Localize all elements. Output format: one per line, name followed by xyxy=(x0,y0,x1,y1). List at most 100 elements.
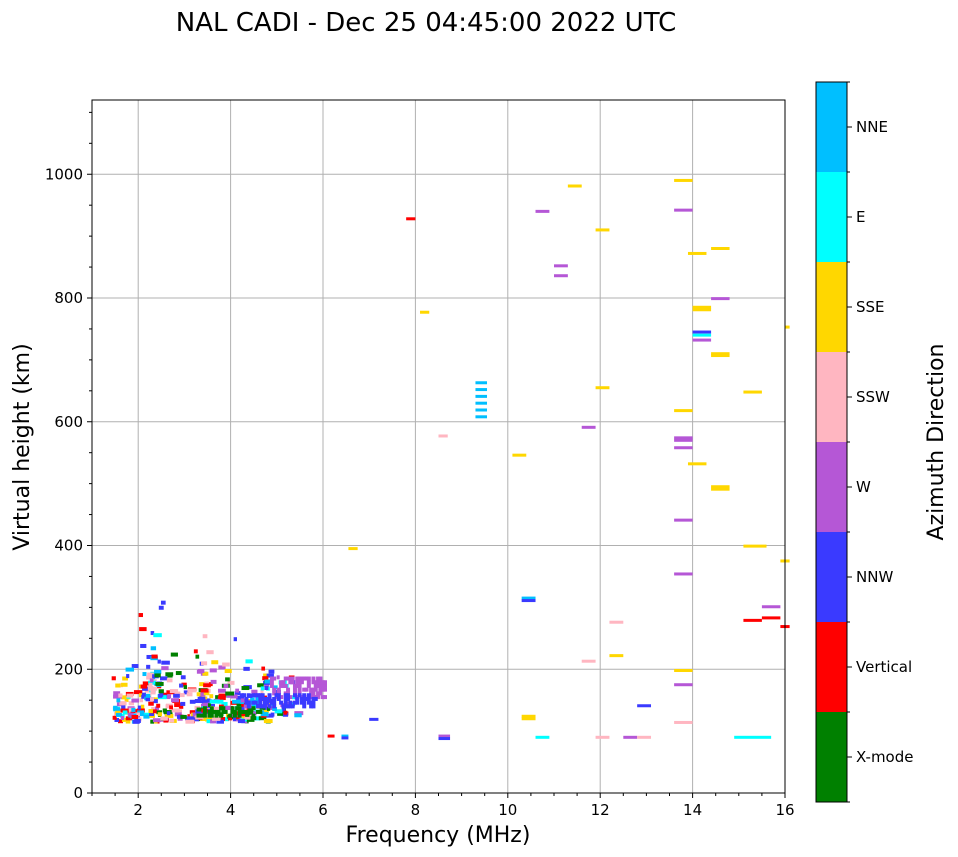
echo-point xyxy=(161,666,169,671)
y-tick-label: 600 xyxy=(54,413,83,431)
echo-point xyxy=(258,700,263,705)
echo-point xyxy=(226,693,232,698)
echo-point xyxy=(113,694,122,699)
echo-point xyxy=(260,704,265,709)
echo-point xyxy=(637,735,652,739)
echo-point xyxy=(420,310,430,314)
x-tick-label: 6 xyxy=(318,801,328,819)
echo-point xyxy=(674,518,693,522)
echo-point xyxy=(202,713,207,718)
echo-point xyxy=(295,680,300,685)
echo-point xyxy=(266,706,271,711)
echo-point xyxy=(145,697,155,702)
echo-point xyxy=(283,700,288,705)
echo-point xyxy=(265,696,270,701)
grid-lines xyxy=(92,100,785,793)
echo-point xyxy=(269,676,274,681)
echo-point xyxy=(236,695,245,700)
echo-point xyxy=(223,709,228,714)
echo-point xyxy=(692,330,712,334)
colorbar-segment xyxy=(816,172,847,262)
echo-point xyxy=(224,669,232,674)
echo-point xyxy=(535,209,550,213)
echo-point xyxy=(438,734,451,738)
echo-point xyxy=(274,709,283,714)
echo-point xyxy=(311,691,316,696)
echo-point xyxy=(304,676,309,681)
echo-point xyxy=(138,613,143,618)
echo-point xyxy=(183,685,188,690)
colorbar-tick-label: SSW xyxy=(856,388,890,406)
echo-point xyxy=(260,689,264,694)
echo-point xyxy=(234,691,241,696)
echo-point xyxy=(297,687,302,692)
echo-point xyxy=(286,687,291,692)
echo-point xyxy=(318,676,323,681)
echo-point xyxy=(201,691,210,696)
echo-point xyxy=(232,717,242,722)
echo-point xyxy=(202,709,207,714)
echo-point xyxy=(144,688,152,693)
colorbar: X-mode Vertical NNW W SSW SSE E NNE xyxy=(815,81,913,803)
echo-point xyxy=(239,709,244,714)
echo-point xyxy=(187,688,197,693)
echo-point xyxy=(554,264,568,268)
echo-point xyxy=(288,676,293,681)
echo-point xyxy=(209,682,213,687)
echo-point xyxy=(674,572,693,576)
echo-point xyxy=(149,712,155,717)
colorbar-segment xyxy=(816,262,847,352)
echo-point xyxy=(281,708,286,713)
echo-point xyxy=(175,671,182,676)
echo-point xyxy=(131,715,139,720)
echo-point xyxy=(133,690,143,695)
colorbar-label: Azimuth Direction xyxy=(924,343,949,540)
echo-point xyxy=(261,710,265,715)
colorbar-tick-label: NNE xyxy=(856,118,888,136)
echo-point xyxy=(674,436,693,440)
echo-point xyxy=(127,712,134,717)
echo-point xyxy=(297,683,302,688)
echo-point xyxy=(318,680,323,685)
echo-point xyxy=(142,672,147,677)
echo-point xyxy=(290,704,295,709)
echo-point xyxy=(223,684,229,689)
echo-point xyxy=(283,710,288,715)
echo-point xyxy=(327,734,335,738)
x-tick-label: 10 xyxy=(498,801,517,819)
echo-point xyxy=(267,704,272,709)
echo-point xyxy=(260,686,265,691)
echo-point xyxy=(279,680,284,685)
echo-point xyxy=(348,547,358,551)
echo-point xyxy=(227,680,235,685)
echo-point xyxy=(209,709,214,714)
x-tick-label: 14 xyxy=(683,801,702,819)
echo-point xyxy=(581,659,596,663)
echo-point xyxy=(637,704,652,708)
echo-point xyxy=(140,704,145,709)
echo-point xyxy=(209,713,214,718)
echo-point xyxy=(196,669,203,674)
echo-point xyxy=(320,683,325,688)
echo-point xyxy=(302,687,307,692)
echo-point xyxy=(535,735,550,739)
axis-ticks: 2 4 6 8 10 12 14 16 0 200 400 600 800 1000 xyxy=(45,111,795,819)
echo-point xyxy=(320,695,325,700)
echo-point xyxy=(318,687,323,692)
echo-point xyxy=(170,652,178,657)
echo-point xyxy=(217,696,226,701)
echo-point xyxy=(623,735,638,739)
echo-point xyxy=(438,434,448,438)
colorbar-tick-label: Vertical xyxy=(856,658,912,676)
echo-point xyxy=(212,716,221,721)
echo-point xyxy=(115,712,122,717)
echo-point xyxy=(521,599,536,603)
echo-point xyxy=(272,676,277,681)
echo-point xyxy=(311,700,316,705)
echo-point xyxy=(309,695,314,700)
echo-point xyxy=(146,664,151,669)
echo-point xyxy=(249,709,254,714)
echo-point xyxy=(149,686,158,691)
echo-point xyxy=(239,693,244,698)
echo-point xyxy=(169,718,175,723)
